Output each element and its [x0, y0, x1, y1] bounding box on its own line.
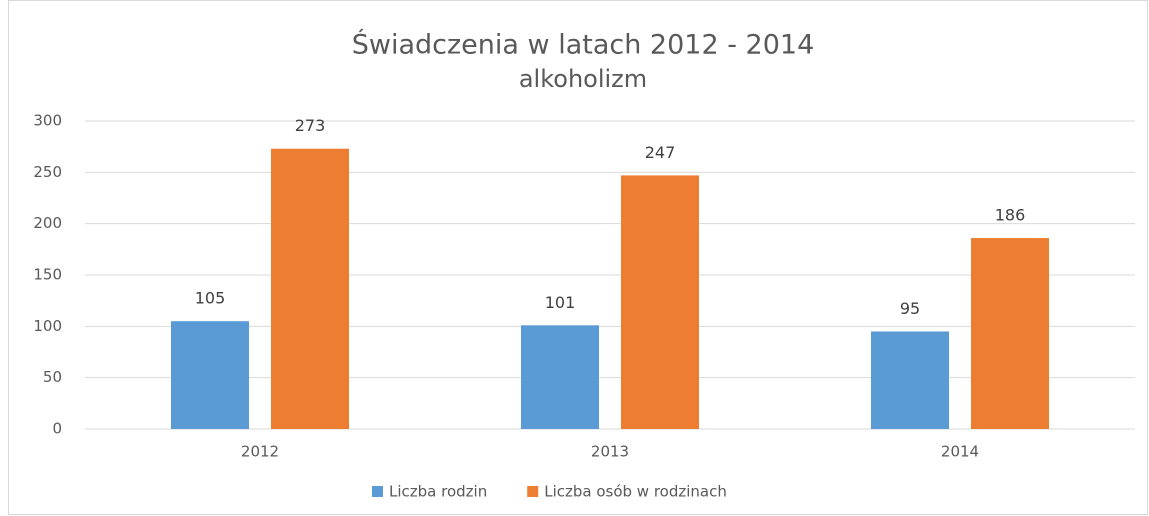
legend-swatch	[372, 486, 383, 497]
bar	[871, 331, 949, 429]
chart-subtitle: alkoholizm	[519, 65, 647, 93]
y-tick-label: 200	[33, 214, 62, 232]
legend-label: Liczba rodzin	[389, 483, 487, 501]
bar	[621, 175, 699, 429]
bar	[971, 238, 1049, 429]
data-label: 95	[900, 299, 920, 318]
chart-title: Świadczenia w latach 2012 - 2014	[352, 29, 815, 61]
bar	[171, 321, 249, 429]
x-tick-label: 2012	[241, 443, 279, 461]
y-tick-label: 100	[33, 317, 62, 335]
y-tick-label: 150	[33, 266, 62, 284]
bar	[521, 325, 599, 429]
data-label: 101	[545, 293, 576, 312]
data-label: 273	[295, 116, 326, 135]
legend-swatch	[527, 486, 539, 497]
y-tick-label: 0	[52, 420, 62, 438]
y-tick-label: 250	[33, 163, 62, 181]
data-label: 247	[645, 143, 676, 162]
data-label: 186	[995, 206, 1026, 225]
x-tick-label: 2014	[941, 443, 979, 461]
y-tick-label: 50	[43, 368, 62, 386]
bar	[271, 148, 349, 429]
x-tick-label: 2013	[591, 443, 629, 461]
y-tick-label: 300	[33, 112, 62, 130]
data-label: 105	[195, 289, 226, 308]
legend-label: Liczba osób w rodzinach	[544, 483, 727, 501]
